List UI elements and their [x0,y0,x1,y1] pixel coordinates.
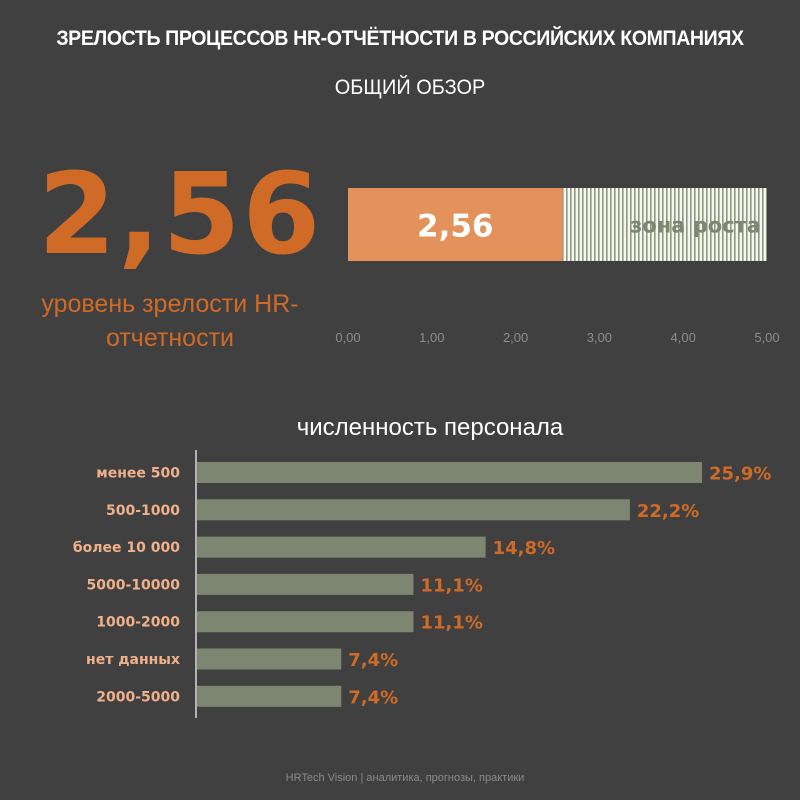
headcount-bar [197,648,342,670]
bar-value-label: 11,1% [420,575,482,596]
headcount-bar [197,685,342,707]
headcount-bar-chart: менее 500 25,9% 500-1000 22,2% более 10 000 1… [73,450,771,718]
maturity-gauge-chart: 2,56 зона роста 0,00 1,00 2,00 3,00 4,00 5,00 [335,188,780,345]
headcount-bar [197,536,486,558]
gauge-growth-segment [562,188,767,261]
bar-category-label: нет данных [86,652,180,668]
bar-category-label: 2000-5000 [96,689,180,705]
headcount-bar [197,499,630,521]
bar-value-label: 11,1% [420,613,482,634]
gauge-x-tick-label: 3,00 [587,330,612,345]
gauge-score-label: 2,56 [417,209,494,245]
bar-value-label: 7,4% [348,650,398,671]
page-subtitle: ОБЩИЙ ОБЗОР [334,76,486,99]
footer-credit: HRTech Vision | аналитика, прогнозы, пра… [285,772,525,784]
page-title: ЗРЕЛОСТЬ ПРОЦЕССОВ HR-ОТЧЁТНОСТИ В РОССИ… [56,27,744,50]
bar-value-label: 7,4% [348,687,398,708]
gauge-x-tick-label: 5,00 [754,330,779,345]
gauge-growth-label: зона роста [630,214,761,238]
gauge-x-tick-label: 0,00 [335,330,360,345]
bar-value-label: 22,2% [637,501,699,522]
gauge-score-segment [348,188,563,261]
gauge-x-tick-label: 4,00 [671,330,696,345]
bar-category-label: 1000-2000 [96,615,180,631]
bar-category-label: 500-1000 [106,503,180,519]
bar-value-label: 14,8% [493,538,555,559]
headcount-chart-title: численность персонала [296,414,564,441]
headcount-bar [197,462,702,483]
bar-category-label: 5000-10000 [87,577,181,593]
maturity-score-value: 2,56 [38,150,323,280]
bar-category-label: более 10 000 [73,540,180,556]
headcount-bar [197,611,414,633]
bar-category-label: менее 500 [96,466,180,482]
gauge-x-tick-label: 2,00 [503,330,528,345]
maturity-score-label: уровень зрелости HR-отчетности [41,290,299,352]
gauge-x-tick-label: 1,00 [419,330,444,345]
bar-value-label: 25,9% [709,464,771,485]
headcount-bar [197,573,414,595]
